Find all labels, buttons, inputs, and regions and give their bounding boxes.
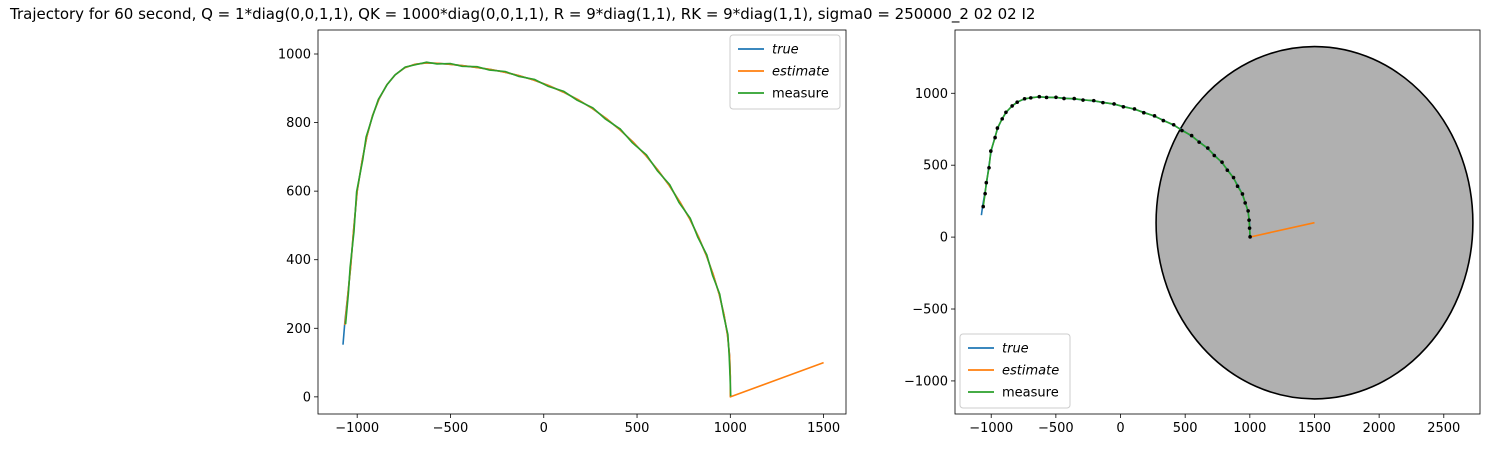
measure-point <box>1180 128 1184 133</box>
measure-point <box>1028 96 1033 100</box>
legend-label-true: true <box>772 43 799 58</box>
legend: true estimate measure <box>959 333 1071 409</box>
legend-label-estimate: estimate <box>772 65 829 80</box>
measure-point <box>1247 226 1252 230</box>
measure-point <box>1112 102 1116 106</box>
x-tick-label: 2000 <box>1363 421 1396 436</box>
measure-point <box>989 149 993 153</box>
measure-point <box>1243 201 1247 205</box>
right-plot: −1000 −500 0 500 1000 1500 2000 2500 −1000 −500 0 5… <box>904 29 1481 436</box>
axes-frame <box>317 29 847 415</box>
x-tick-label: 1000 <box>714 421 747 436</box>
x-tick-label: 2500 <box>1427 421 1460 436</box>
measure-point <box>1010 104 1014 108</box>
x-tick-label: −500 <box>433 421 469 436</box>
measure-point <box>1247 218 1251 222</box>
measure-point <box>1000 117 1004 121</box>
series-line-measure <box>344 61 732 397</box>
y-tick-label: 0 <box>940 231 948 246</box>
measure-point <box>1171 122 1176 127</box>
left-plot: −1000 −500 0 500 1000 1500 0 200 400 600 800 1000 tr… <box>278 29 847 436</box>
x-tick-label: 500 <box>1173 421 1198 436</box>
measure-point <box>1197 140 1201 144</box>
y-tick-label: 600 <box>286 185 311 200</box>
x-tick-label: 500 <box>625 421 650 436</box>
x-tick-label: −1000 <box>969 421 1013 436</box>
measure-point <box>1132 107 1137 111</box>
measure-point <box>1022 96 1027 101</box>
legend-label-true: true <box>1002 342 1029 357</box>
x-tick-label: 0 <box>540 421 548 436</box>
measure-point <box>1101 100 1105 105</box>
measure-point <box>1246 209 1250 213</box>
axes-frame <box>954 29 1481 415</box>
measure-point <box>1121 105 1126 109</box>
series-line-estimate <box>344 62 824 398</box>
measure-point <box>1091 98 1096 103</box>
measure-point <box>1015 100 1019 104</box>
y-tick-label: 1000 <box>915 87 948 102</box>
y-tick-label: −1000 <box>904 374 948 389</box>
y-tick-label: 800 <box>286 116 311 131</box>
x-tick-label: 1000 <box>1233 421 1266 436</box>
measure-point <box>1189 133 1194 138</box>
measure-point <box>1231 175 1236 180</box>
measure-point <box>1004 110 1008 115</box>
measure-point <box>1161 118 1166 123</box>
x-tick-label: −1000 <box>335 421 379 436</box>
y-tick-label: 500 <box>923 159 948 174</box>
legend-label-estimate: estimate <box>1002 364 1059 379</box>
y-tick-label: 1000 <box>278 48 311 63</box>
measure-point <box>995 126 1000 130</box>
measure-point <box>1072 96 1077 101</box>
measure-point <box>1081 98 1085 102</box>
x-tick-label: −500 <box>1038 421 1074 436</box>
measure-point <box>987 165 991 170</box>
measure-point <box>1220 160 1224 164</box>
y-tick-label: 0 <box>303 390 311 405</box>
measure-point <box>1037 94 1042 99</box>
measure-point <box>981 204 985 209</box>
x-tick-label: 1500 <box>1298 421 1331 436</box>
series-line-estimate <box>1249 221 1315 238</box>
series-line-true <box>342 62 732 397</box>
measure-point <box>1248 235 1252 239</box>
measure-point <box>1212 153 1217 158</box>
measure-point <box>983 191 987 196</box>
x-tick-label: 1500 <box>807 421 840 436</box>
measure-point <box>1206 146 1210 150</box>
measure-point <box>1240 192 1245 196</box>
measure-point <box>1141 110 1146 115</box>
y-tick-label: 200 <box>286 322 311 337</box>
y-tick-label: −500 <box>912 303 948 318</box>
measure-point <box>1062 96 1066 101</box>
measure-point <box>993 135 997 140</box>
legend-box <box>959 333 1071 409</box>
legend-label-measure: measure <box>772 87 829 102</box>
measure-point <box>1225 168 1230 173</box>
figure-title: Trajectory for 60 second, Q = 1*diag(0,0… <box>10 5 1036 23</box>
measure-point <box>1044 95 1049 100</box>
x-tick-label: 0 <box>1116 421 1124 436</box>
legend: true estimate measure <box>729 34 841 110</box>
legend-box <box>729 34 841 110</box>
measure-point <box>984 180 989 185</box>
y-tick-label: 400 <box>286 253 311 268</box>
legend-label-measure: measure <box>1002 386 1059 401</box>
measure-point <box>1054 95 1058 100</box>
measure-point <box>1235 184 1240 188</box>
measure-point <box>1152 114 1157 118</box>
